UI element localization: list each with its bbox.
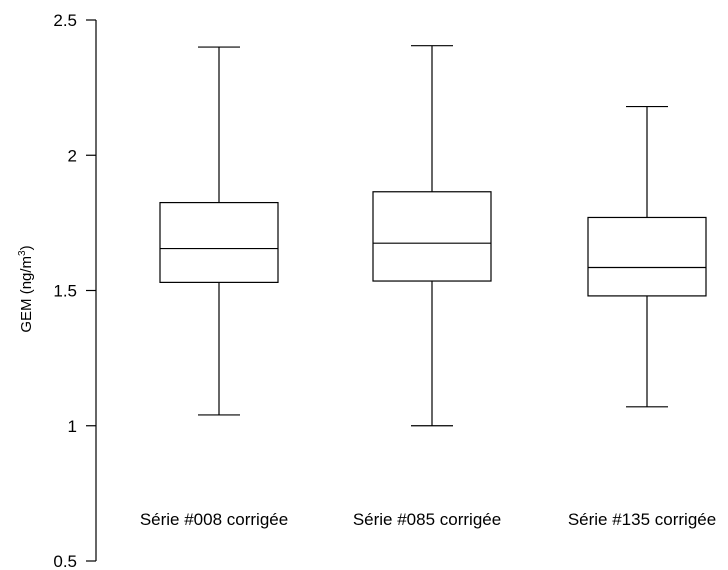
y-axis: 0.5 1 1.5 2 2.5	[53, 11, 97, 570]
iqr-box	[372, 191, 492, 282]
category-label: Série #135 corrigée	[568, 510, 716, 529]
box-1	[159, 46, 279, 416]
y-tick-label: 1.5	[53, 282, 77, 301]
y-tick-label: 0.5	[53, 552, 77, 570]
box-series	[159, 45, 707, 427]
iqr-box	[587, 216, 707, 297]
box-2	[372, 45, 492, 427]
y-tick-label: 1	[68, 417, 77, 436]
y-tick-label: 2	[68, 146, 77, 165]
category-label: Série #085 corrigée	[353, 510, 501, 529]
category-labels: Série #008 corrigée Série #085 corrigée Sé…	[140, 510, 716, 529]
y-axis-title: GEM (ng/m3)	[17, 245, 35, 332]
iqr-box	[159, 201, 279, 283]
y-axis-title-main: GEM (ng/m	[18, 256, 35, 333]
y-axis-title-tail: )	[18, 245, 35, 250]
y-axis-title-sup: 3	[17, 250, 28, 256]
box-3	[587, 105, 707, 408]
y-tick-label: 2.5	[53, 11, 77, 30]
category-label: Série #008 corrigée	[140, 510, 288, 529]
